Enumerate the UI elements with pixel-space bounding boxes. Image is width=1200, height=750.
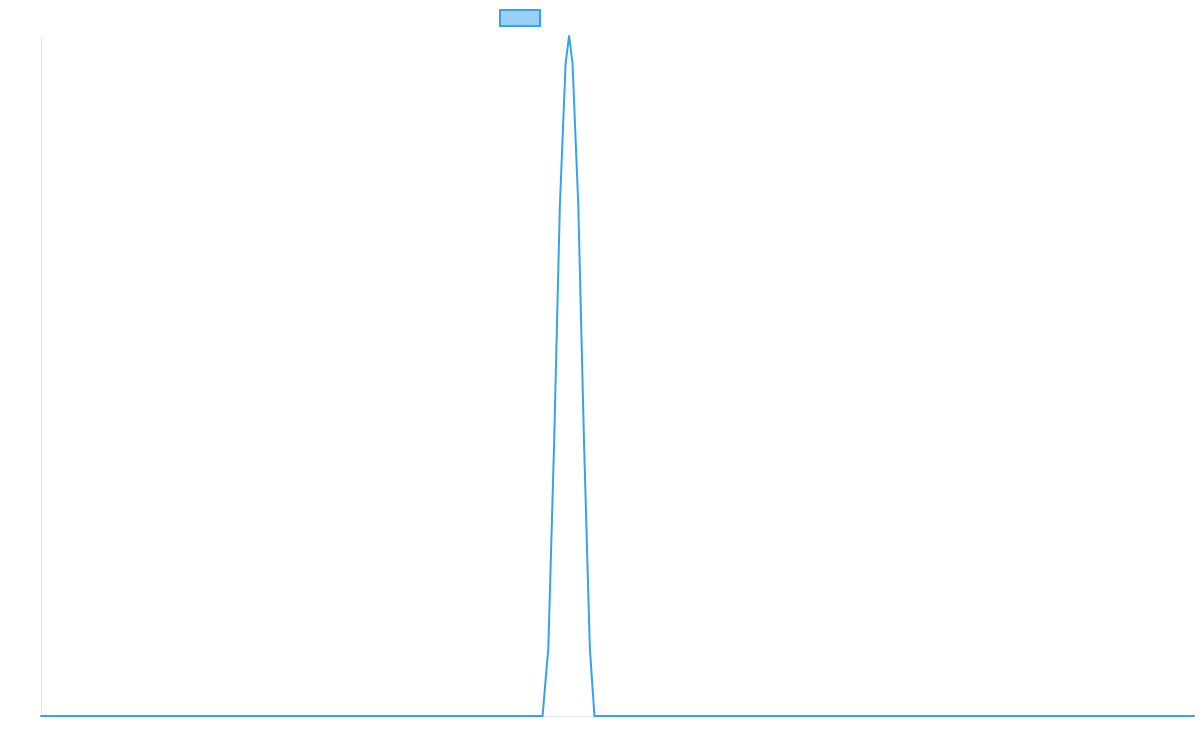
legend-swatch-0[interactable] <box>499 9 541 27</box>
series-line-0 <box>40 35 1195 717</box>
legend[interactable] <box>499 9 541 27</box>
series-layer <box>40 35 1195 717</box>
